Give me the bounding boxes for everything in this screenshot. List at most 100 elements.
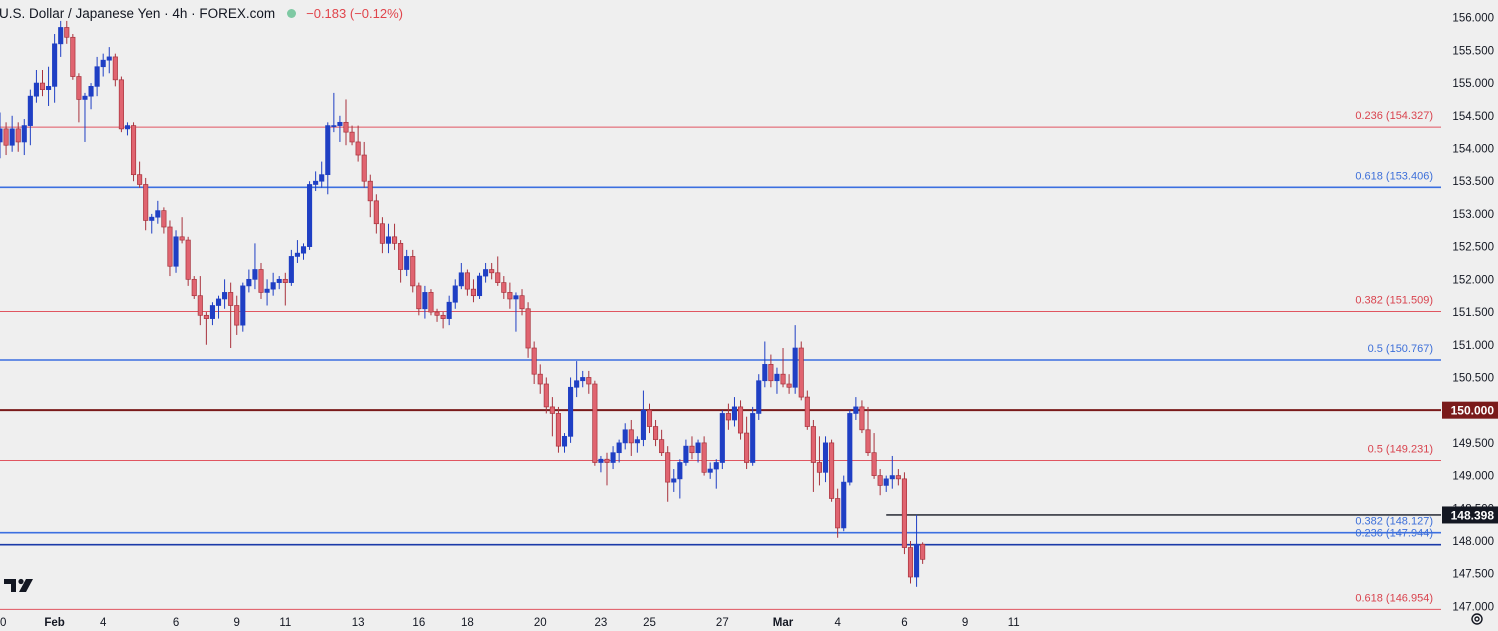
candle-body xyxy=(137,174,143,185)
candle-body xyxy=(792,347,798,388)
candle-body xyxy=(197,295,203,316)
candle-body xyxy=(829,442,835,499)
candle xyxy=(240,282,246,332)
candle-body xyxy=(434,311,440,316)
candle xyxy=(209,302,216,326)
candle xyxy=(774,367,780,394)
candle-body xyxy=(112,56,118,81)
candle xyxy=(46,66,52,106)
price-change: −0.183 (−0.12%) xyxy=(306,5,403,21)
time-tick-label-4: 9 xyxy=(234,617,240,629)
candle-body xyxy=(877,475,883,486)
time-tick-label-3: 6 xyxy=(173,617,179,629)
candle-body xyxy=(15,128,21,143)
candle xyxy=(246,269,252,293)
candle xyxy=(476,272,483,299)
candle xyxy=(428,289,434,316)
candle-body xyxy=(398,243,404,270)
candle-body xyxy=(331,125,337,127)
candle-body xyxy=(671,478,677,483)
candle xyxy=(659,429,665,456)
time-tick-label-12: 27 xyxy=(716,617,729,629)
candle xyxy=(501,276,507,299)
candle-body xyxy=(810,426,816,463)
candle xyxy=(537,364,543,394)
candle xyxy=(616,439,622,463)
candle-body xyxy=(222,292,228,300)
candle xyxy=(15,122,21,152)
candle-body xyxy=(100,59,106,68)
candle-body xyxy=(768,364,774,382)
candle-body xyxy=(476,275,483,297)
candle xyxy=(798,341,804,401)
candle-body xyxy=(895,475,901,480)
candle xyxy=(792,325,798,394)
candle xyxy=(343,99,349,146)
candle-body xyxy=(52,43,58,87)
settings-gear-icon[interactable] xyxy=(1469,611,1485,627)
candle xyxy=(610,446,616,470)
candle xyxy=(258,262,264,299)
candle-body xyxy=(349,131,355,143)
candle xyxy=(143,177,149,231)
candle-body xyxy=(307,184,313,247)
candle xyxy=(76,73,82,123)
candle-body xyxy=(707,468,713,473)
candle xyxy=(853,397,859,420)
candle xyxy=(94,56,100,97)
candle xyxy=(118,76,124,133)
candle xyxy=(367,174,373,218)
candle-body xyxy=(422,292,428,310)
candle-body xyxy=(586,377,592,385)
candle xyxy=(640,390,646,447)
time-tick-label-16: 9 xyxy=(962,617,968,629)
candle-body xyxy=(616,442,622,454)
candle-body xyxy=(392,236,398,244)
candle xyxy=(580,370,586,388)
candle xyxy=(446,295,452,326)
candle-body xyxy=(847,413,853,483)
market-status-dot[interactable] xyxy=(287,8,297,18)
candle-body xyxy=(313,180,319,185)
candle-body xyxy=(804,396,810,427)
candle-body xyxy=(653,426,659,440)
candle-body xyxy=(149,216,155,221)
candle xyxy=(531,341,537,385)
candle-body xyxy=(628,429,634,444)
candle-body xyxy=(701,442,707,473)
candle xyxy=(489,262,495,280)
candle-body xyxy=(737,406,744,434)
candle xyxy=(561,433,568,453)
time-tick-label-9: 20 xyxy=(534,617,547,629)
candle xyxy=(847,410,853,486)
candle xyxy=(416,282,422,316)
candle-body xyxy=(39,82,46,90)
candle-body xyxy=(161,210,167,228)
price-tick-label-14: 149.000 xyxy=(1452,471,1494,483)
price-badge-label-1: 148.398 xyxy=(1451,508,1495,522)
candle xyxy=(52,34,58,103)
candle-body xyxy=(483,269,489,277)
candle-body xyxy=(561,435,568,447)
candle xyxy=(179,217,185,244)
time-tick-label-5: 11 xyxy=(279,617,291,629)
candle xyxy=(671,469,677,492)
candle-body xyxy=(920,543,926,560)
fib-level-label-0: 0.236 (154.327) xyxy=(1355,110,1433,122)
candle-body xyxy=(446,301,452,319)
candle-body xyxy=(3,128,9,146)
candle xyxy=(70,34,76,80)
candle-body xyxy=(822,442,829,473)
candle-body xyxy=(543,383,549,408)
candle xyxy=(816,436,823,486)
candle-body xyxy=(343,121,349,133)
price-tick-label-4: 154.000 xyxy=(1452,143,1494,155)
price-tick-label-18: 147.000 xyxy=(1452,601,1494,613)
symbol-title[interactable]: U.S. Dollar / Japanese Yen · 4h · FOREX.… xyxy=(0,5,276,21)
time-tick-label-11: 25 xyxy=(643,617,656,629)
candle-body xyxy=(489,269,495,274)
candle xyxy=(288,249,294,286)
candle xyxy=(689,436,695,460)
tradingview-logo-icon[interactable] xyxy=(4,577,36,593)
